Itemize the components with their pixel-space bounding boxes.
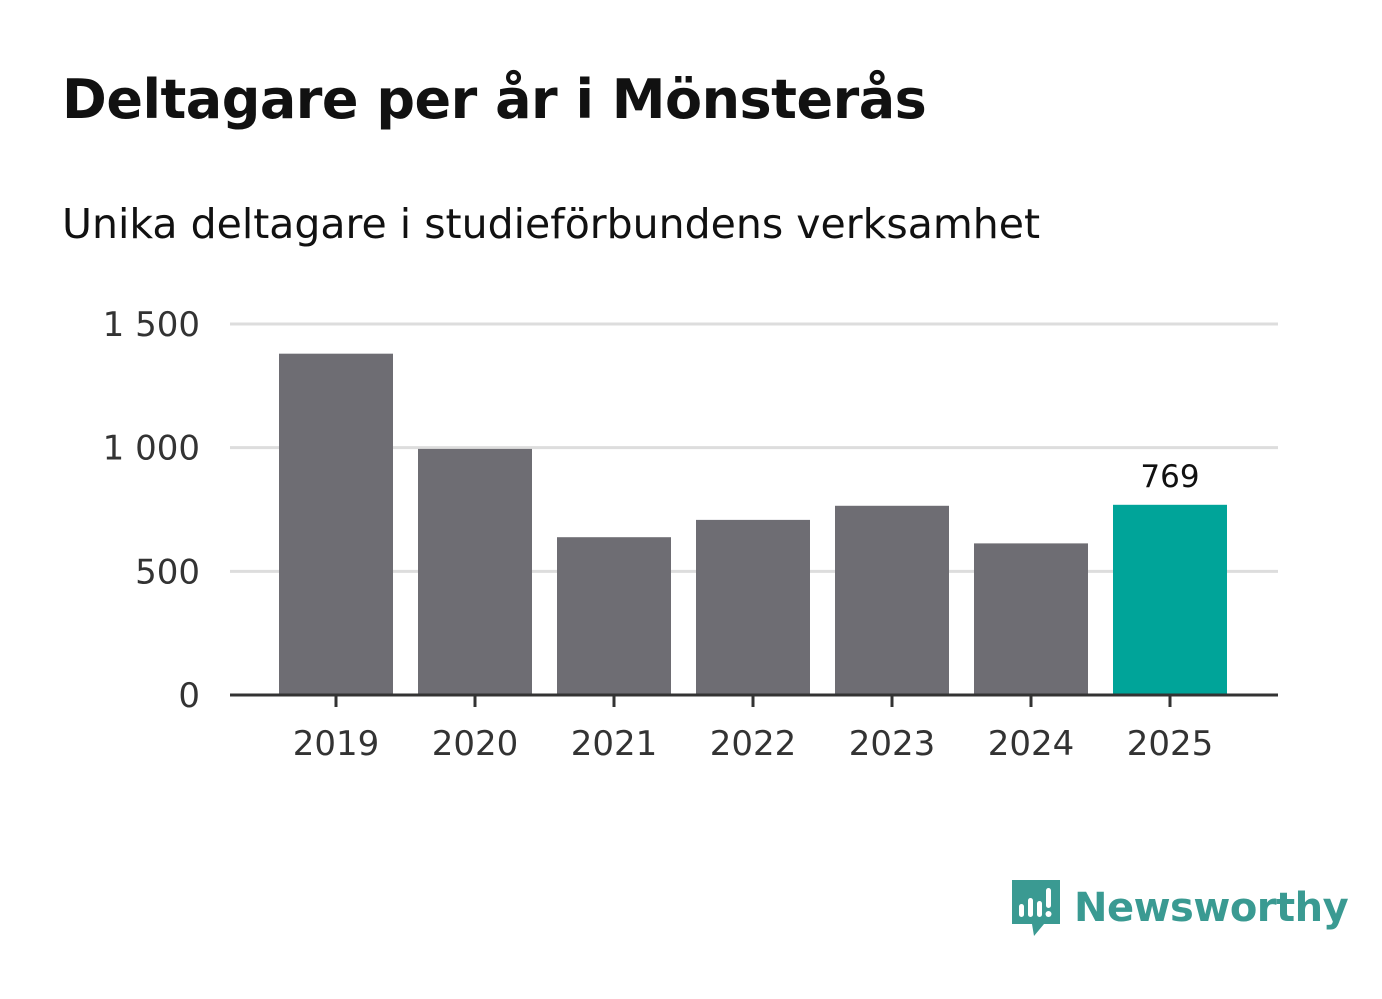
bar-2021 — [557, 537, 671, 695]
x-tick-label: 2023 — [849, 724, 936, 764]
y-axis-ticks: 0 500 1 000 1 500 — [103, 305, 200, 716]
data-labels: 769 — [1140, 459, 1199, 495]
x-tick-label: 2021 — [571, 724, 658, 764]
bar-2024 — [974, 543, 1088, 695]
y-tick-label: 0 — [178, 676, 200, 716]
newsworthy-logo-icon — [1012, 880, 1060, 936]
y-tick-label: 1 500 — [103, 305, 200, 345]
bar-2020 — [418, 448, 532, 695]
y-tick-label: 1 000 — [103, 429, 200, 469]
bar-2022 — [696, 519, 810, 695]
x-tick-label: 2024 — [988, 724, 1075, 764]
x-axis-ticks: 2019 2020 2021 2022 2023 2024 2025 — [293, 695, 1214, 764]
x-tick-label: 2020 — [432, 724, 519, 764]
bar-2025 — [1113, 504, 1227, 695]
x-tick-label: 2025 — [1127, 724, 1214, 764]
brand-name: Newsworthy — [1074, 885, 1349, 931]
x-tick-label: 2019 — [293, 724, 380, 764]
chart-subtitle: Unika deltagare i studieförbundens verks… — [62, 200, 1041, 248]
data-label: 769 — [1140, 459, 1199, 495]
x-tick-label: 2022 — [710, 724, 797, 764]
bar-2019 — [279, 353, 393, 695]
chart-title: Deltagare per år i Mönsterås — [62, 68, 927, 131]
bar-2023 — [835, 505, 949, 695]
newsworthy-logo: Newsworthy — [1010, 878, 1349, 938]
y-tick-label: 500 — [135, 552, 200, 592]
bars — [279, 353, 1227, 695]
